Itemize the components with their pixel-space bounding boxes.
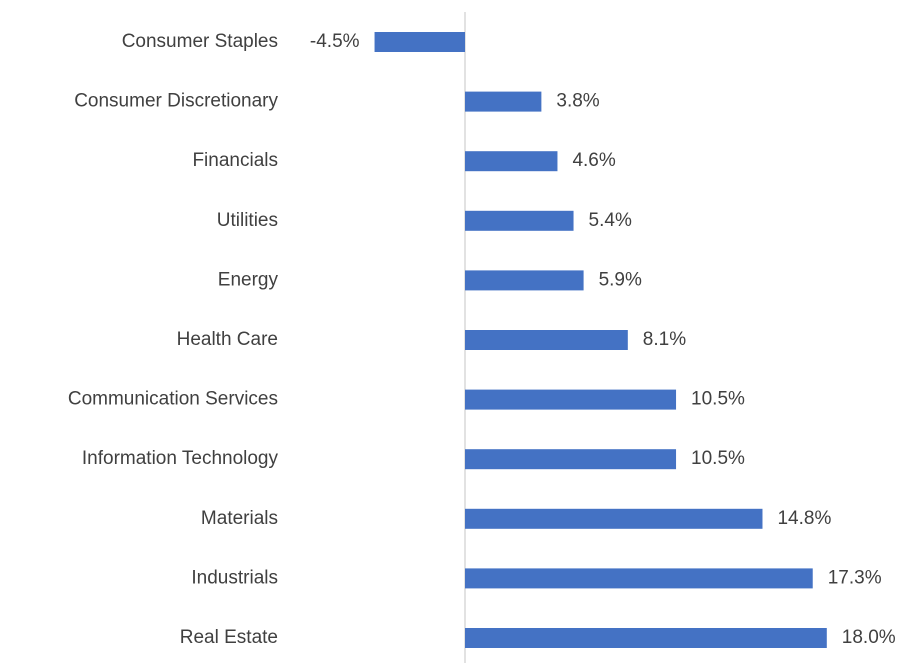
bar	[465, 389, 677, 410]
bar	[465, 210, 574, 231]
bar	[465, 270, 584, 291]
category-label: Health Care	[177, 329, 278, 350]
data-label: 8.1%	[643, 329, 686, 350]
data-label: 17.3%	[828, 567, 882, 588]
category-label: Industrials	[191, 567, 278, 588]
bar	[374, 32, 465, 52]
data-label: 10.5%	[691, 389, 745, 410]
category-label: Financials	[192, 150, 278, 171]
bar	[465, 151, 558, 172]
data-label: 18.0%	[842, 627, 896, 648]
category-label: Consumer Staples	[122, 31, 278, 52]
bar	[465, 330, 628, 350]
bar	[465, 508, 763, 529]
data-label: 10.5%	[691, 448, 745, 469]
category-label: Energy	[218, 269, 279, 290]
category-label: Real Estate	[180, 627, 278, 648]
category-label: Consumer Discretionary	[74, 91, 278, 112]
data-label: 4.6%	[572, 150, 615, 171]
data-label: 3.8%	[556, 91, 599, 112]
bar	[465, 628, 827, 648]
category-label: Utilities	[217, 210, 278, 231]
data-label: 5.4%	[589, 210, 632, 231]
bar	[465, 449, 677, 470]
category-label: Materials	[201, 508, 278, 529]
data-label: 5.9%	[599, 269, 642, 290]
category-label: Communication Services	[68, 389, 278, 410]
category-label: Information Technology	[82, 448, 279, 469]
bar	[465, 91, 542, 112]
data-label: -4.5%	[310, 31, 360, 52]
data-label: 14.8%	[777, 508, 831, 529]
bar	[465, 568, 813, 589]
